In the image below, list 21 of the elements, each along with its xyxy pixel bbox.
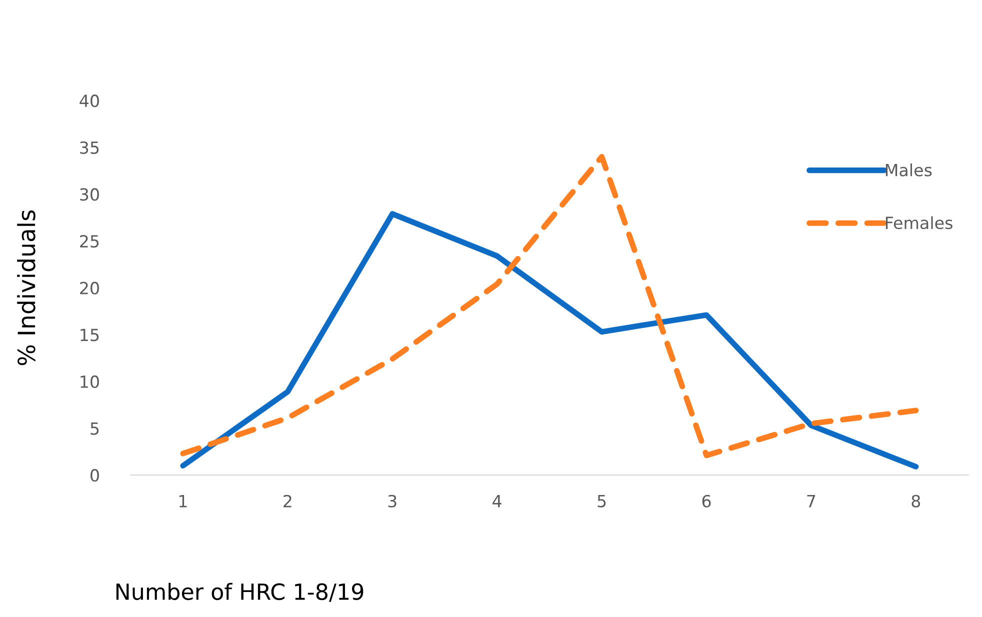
y-tick-label: 5 bbox=[90, 422, 99, 435]
y-tick-label: 15 bbox=[80, 328, 99, 342]
x-axis-title: Number of HRC 1-8/19 bbox=[116, 582, 364, 602]
y-tick-label: 0 bbox=[90, 469, 99, 482]
x-tick-label: 6 bbox=[702, 494, 711, 508]
x-tick-label: 5 bbox=[598, 495, 606, 508]
y-tick-label: 10 bbox=[80, 375, 99, 388]
y-tick-label: 35 bbox=[80, 141, 99, 154]
x-tick-label: 1 bbox=[179, 495, 187, 508]
x-tick-label: 8 bbox=[912, 494, 920, 508]
y-tick-label: 30 bbox=[80, 188, 99, 201]
y-tick-label: 20 bbox=[80, 282, 99, 294]
x-tick-label: 4 bbox=[492, 495, 502, 508]
x-tick-label: 2 bbox=[284, 494, 292, 508]
x-tick-label: 3 bbox=[388, 494, 396, 508]
y-tick-label: 25 bbox=[80, 234, 99, 248]
legend-label: Females bbox=[886, 216, 952, 230]
x-tick-label: 7 bbox=[807, 495, 816, 508]
y-axis-title: % Individuals bbox=[17, 210, 36, 366]
legend-label: Males bbox=[886, 163, 932, 176]
y-tick-label: 40 bbox=[80, 94, 99, 108]
